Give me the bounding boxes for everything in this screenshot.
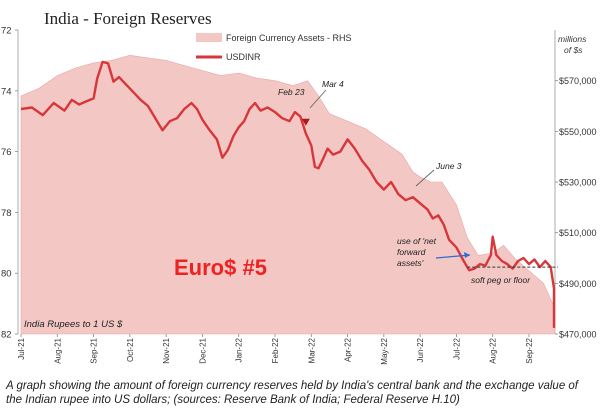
right-tick-label: $530,000 <box>559 178 597 188</box>
reserves-area-layer <box>20 54 556 335</box>
right-tick-label: $490,000 <box>559 279 597 289</box>
annotation-soft-peg: soft peg or floor <box>471 275 531 285</box>
x-tick-label: Jul-21 <box>17 337 26 359</box>
chart: 72 74 76 78 80 82 $470,000 $490,000 $510,000 $530… <box>1 9 597 365</box>
left-tick-label: 80 <box>1 269 12 280</box>
mar4-arrow <box>309 89 327 109</box>
feb23-marker <box>301 118 310 126</box>
legend-label-usdinr: USDINR <box>226 52 261 62</box>
overlay-layer <box>301 89 558 268</box>
annotation-net-forward-2: forward <box>397 247 426 257</box>
annotation-june3: June 3 <box>435 161 462 171</box>
x-tick-label: Jul-22 <box>452 337 461 359</box>
right-axis-unit-line1: millions <box>558 34 587 44</box>
left-tick-label: 72 <box>1 26 12 37</box>
annotation-net-forward-1: use of 'net <box>397 236 437 246</box>
axis-layer: 72 74 76 78 80 82 $470,000 $490,000 $510,000 $530… <box>1 26 597 365</box>
x-tick-label: Aug-21 <box>53 337 62 363</box>
annotation-feb23: Feb 23 <box>278 87 305 97</box>
right-tick-label: $550,000 <box>559 127 597 137</box>
watermark-euro-5: Euro$ #5 <box>174 255 267 280</box>
june3-arrow <box>415 169 435 187</box>
right-tick-label: $470,000 <box>559 330 597 340</box>
x-tick-label: Apr-22 <box>344 337 353 362</box>
right-tick-label: $570,000 <box>559 76 597 86</box>
right-axis-unit-line2: of $s <box>564 45 583 55</box>
figure-caption: A graph showing the amount of foreign cu… <box>6 380 579 406</box>
left-tick-label: 76 <box>1 147 12 158</box>
legend-swatch-reserves <box>196 33 222 42</box>
x-tick-label: Aug-22 <box>489 337 498 363</box>
annotation-net-forward-3: assets' <box>397 258 424 268</box>
x-tick-label: Feb-22 <box>271 337 280 363</box>
x-tick-label: Jun-22 <box>416 337 425 362</box>
net-forward-arrowhead <box>464 252 470 258</box>
x-tick-label: May-22 <box>380 337 389 364</box>
annotation-mar4: Mar 4 <box>322 79 344 89</box>
x-tick-label: Oct-21 <box>126 337 135 362</box>
x-tick-label: Dec-21 <box>198 337 207 363</box>
legend-label-reserves: Foreign Currency Assets - RHS <box>226 33 352 43</box>
left-axis-caption: India Rupees to 1 US $ <box>24 319 123 330</box>
x-tick-label: Mar-22 <box>307 337 316 363</box>
usdinr-line <box>20 60 556 328</box>
x-tick-label: Sep-22 <box>525 337 534 363</box>
reserves-area <box>20 54 556 335</box>
left-tick-label: 78 <box>1 208 12 219</box>
right-tick-label: $510,000 <box>559 228 597 238</box>
chart-title: India - Foreign Reserves <box>44 9 212 28</box>
usdinr-line-layer <box>20 60 556 328</box>
x-tick-label: Jan-22 <box>235 337 244 362</box>
left-tick-label: 74 <box>1 86 12 97</box>
x-tick-label: Nov-21 <box>162 337 171 363</box>
x-tick-label: Sep-21 <box>90 337 99 363</box>
net-forward-arrow <box>435 254 471 259</box>
left-tick-label: 82 <box>1 330 12 341</box>
